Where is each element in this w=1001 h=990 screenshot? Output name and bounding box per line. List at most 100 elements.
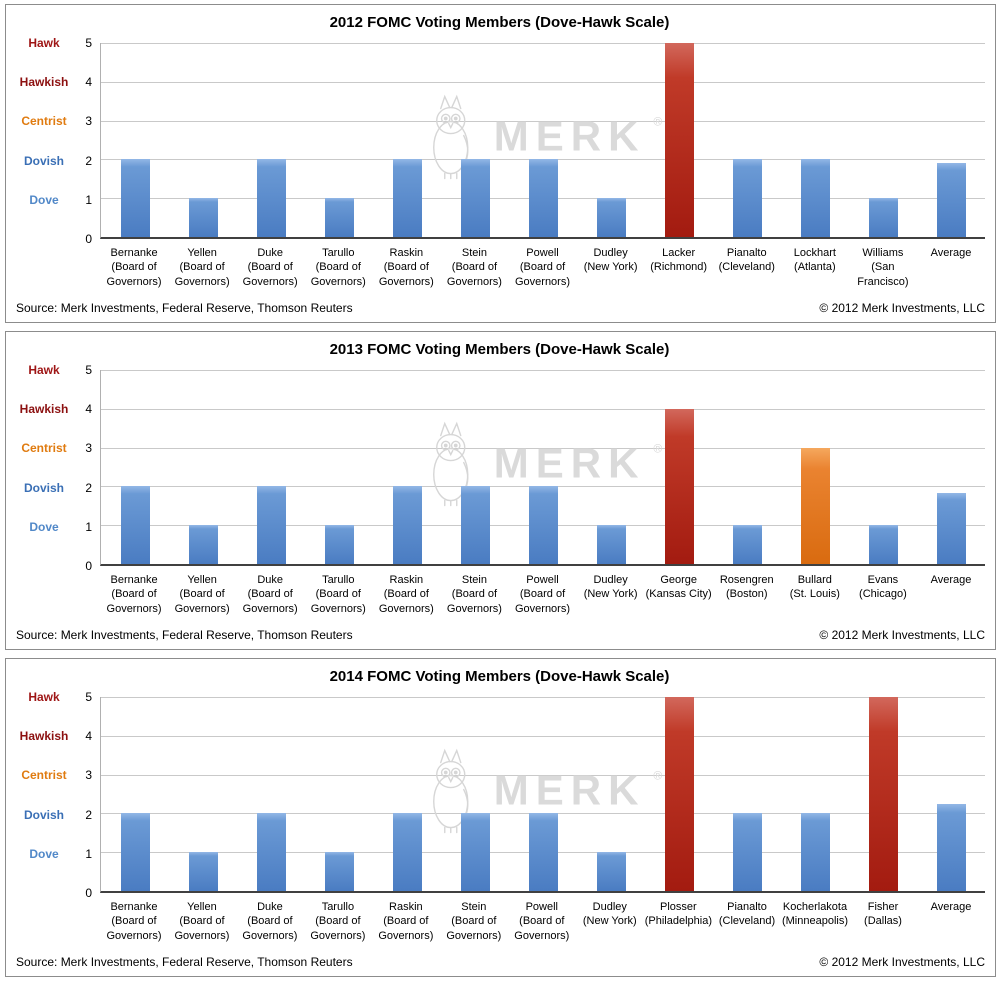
x-label-powell: Powell (Board of Governors) — [508, 246, 576, 289]
bar-yellen — [188, 525, 218, 564]
member-affiliation: (Board of Governors) — [174, 915, 230, 942]
x-label-dudley: Dudley (New York) — [577, 246, 645, 289]
member-affiliation: (Board of Governors) — [106, 915, 162, 942]
member-affiliation: (Board of Governors) — [310, 588, 366, 615]
x-label-kocherlakota: Kocherlakota (Minneapolis) — [781, 900, 849, 943]
x-label-rosengren: Rosengren (Boston) — [713, 573, 781, 616]
x-label-dudley: Dudley (New York) — [577, 573, 645, 616]
bars-row — [101, 370, 985, 564]
gridline — [101, 120, 985, 122]
bar-kocherlakota — [800, 813, 830, 891]
bar-dudley — [596, 198, 626, 237]
y-tick-2: 2 — [85, 807, 92, 822]
chart-area: Hawk Hawkish Centrist Dovish Dove 5 4 3 2 1 0 MERK… — [14, 690, 985, 900]
member-affiliation: (New York) — [582, 915, 637, 928]
x-label-plosser: Plosser (Philadelphia) — [644, 900, 713, 943]
chart-panel-2013: 2013 FOMC Voting Members (Dove-Hawk Scal… — [5, 331, 996, 650]
scale-label-hawkish: Hawkish — [19, 402, 69, 417]
y-tick-0: 0 — [85, 232, 92, 246]
gridline — [101, 735, 985, 737]
member-name: Lacker — [662, 247, 696, 259]
member-affiliation: (Board of Governors) — [106, 588, 162, 615]
bar-slot — [781, 370, 849, 564]
bar-slot — [169, 43, 237, 237]
member-name: Average — [930, 574, 972, 586]
bar-slot — [645, 370, 713, 564]
y-tick-0: 0 — [85, 559, 92, 573]
bar-slot — [577, 697, 645, 891]
source-note: Source: Merk Investments, Federal Reserv… — [16, 955, 353, 969]
x-label-george: George (Kansas City) — [645, 573, 713, 616]
member-name: Dudley — [593, 247, 628, 259]
x-label-duke: Duke (Board of Governors) — [236, 900, 304, 943]
copyright-note: © 2012 Merk Investments, LLC — [819, 955, 985, 969]
member-affiliation: (Board of Governors) — [378, 588, 434, 615]
member-name: Tarullo — [321, 901, 355, 913]
member-name: Tarullo — [322, 574, 355, 586]
member-name: Pianalto — [727, 901, 767, 913]
member-affiliation: (Board of Governors) — [446, 915, 502, 942]
x-label-evans: Evans (Chicago) — [849, 573, 917, 616]
x-label-yellen: Yellen (Board of Governors) — [168, 900, 236, 943]
scale-label-hawk: Hawk — [28, 363, 60, 377]
member-affiliation: (St. Louis) — [789, 588, 840, 601]
member-affiliation: (Chicago) — [859, 588, 907, 601]
gridline — [101, 370, 985, 371]
chart-area: Hawk Hawkish Centrist Dovish Dove 5 4 3 2 1 0 MERK… — [14, 36, 985, 246]
x-label-pianalto: Pianalto (Cleveland) — [713, 246, 781, 289]
y-axis: Hawk Hawkish Centrist Dovish Dove 5 4 3 2 1 0 — [14, 363, 100, 573]
member-affiliation: (Philadelphia) — [644, 915, 713, 928]
copyright-note: © 2012 Merk Investments, LLC — [819, 628, 985, 642]
member-name: Stein — [461, 901, 487, 913]
x-label-average: Average — [917, 573, 985, 616]
panel-footer: Source: Merk Investments, Federal Reserv… — [16, 301, 985, 315]
bar-slot — [237, 697, 305, 891]
member-name: Powell — [526, 247, 559, 259]
member-name: Raskin — [389, 901, 423, 913]
scale-label-dovish: Dovish — [23, 480, 64, 495]
member-name: Yellen — [187, 901, 217, 913]
chart-panel-2014: 2014 FOMC Voting Members (Dove-Hawk Scal… — [5, 658, 996, 977]
bar-yellen — [188, 198, 218, 237]
member-name: George — [660, 574, 698, 586]
bar-duke — [256, 486, 286, 564]
bar-raskin — [392, 486, 422, 564]
member-affiliation: (Board of Governors) — [310, 261, 366, 288]
bar-stein — [460, 486, 490, 564]
x-label-lockhart: Lockhart (Atlanta) — [781, 246, 849, 289]
scale-label-centrist: Centrist — [21, 441, 67, 456]
bar-slot — [305, 370, 373, 564]
x-label-fisher: Fisher (Dallas) — [849, 900, 917, 943]
bar-slot — [713, 370, 781, 564]
bar-tarullo — [324, 852, 354, 891]
bar-dudley — [596, 525, 626, 564]
member-name: Tarullo — [322, 247, 355, 259]
x-label-average: Average — [917, 246, 985, 289]
bar-slot — [781, 43, 849, 237]
member-name: Average — [930, 901, 972, 913]
y-tick-2: 2 — [85, 153, 92, 168]
x-label-stein: Stein (Board of Governors) — [440, 573, 508, 616]
bar-slot — [917, 697, 985, 891]
y-tick-5: 5 — [85, 36, 92, 50]
gridline — [101, 43, 985, 44]
member-affiliation: (Board of Governors) — [174, 261, 230, 288]
member-name: Average — [930, 247, 972, 259]
scale-label-dove: Dove — [29, 846, 59, 861]
member-name: Dudley — [592, 901, 627, 913]
chart-panel-2012: 2012 FOMC Voting Members (Dove-Hawk Scal… — [5, 4, 996, 323]
source-note: Source: Merk Investments, Federal Reserv… — [16, 628, 353, 642]
x-axis-labels: Bernanke (Board of Governors) Yellen (Board… — [100, 246, 985, 289]
member-name: Bernanke — [110, 901, 158, 913]
x-label-tarullo: Tarullo (Board of Governors) — [304, 900, 372, 943]
bar-slot — [509, 697, 577, 891]
member-name: Rosengren — [719, 574, 774, 586]
member-affiliation: (Board of Governors) — [446, 261, 502, 288]
x-label-bernanke: Bernanke (Board of Governors) — [100, 246, 168, 289]
member-name: Raskin — [389, 247, 424, 259]
bar-average — [936, 162, 966, 237]
member-affiliation: (Board of Governors) — [310, 915, 366, 942]
member-affiliation: (San Francisco) — [857, 261, 909, 288]
member-name: Lockhart — [793, 247, 836, 259]
member-affiliation: (New York) — [583, 261, 638, 274]
